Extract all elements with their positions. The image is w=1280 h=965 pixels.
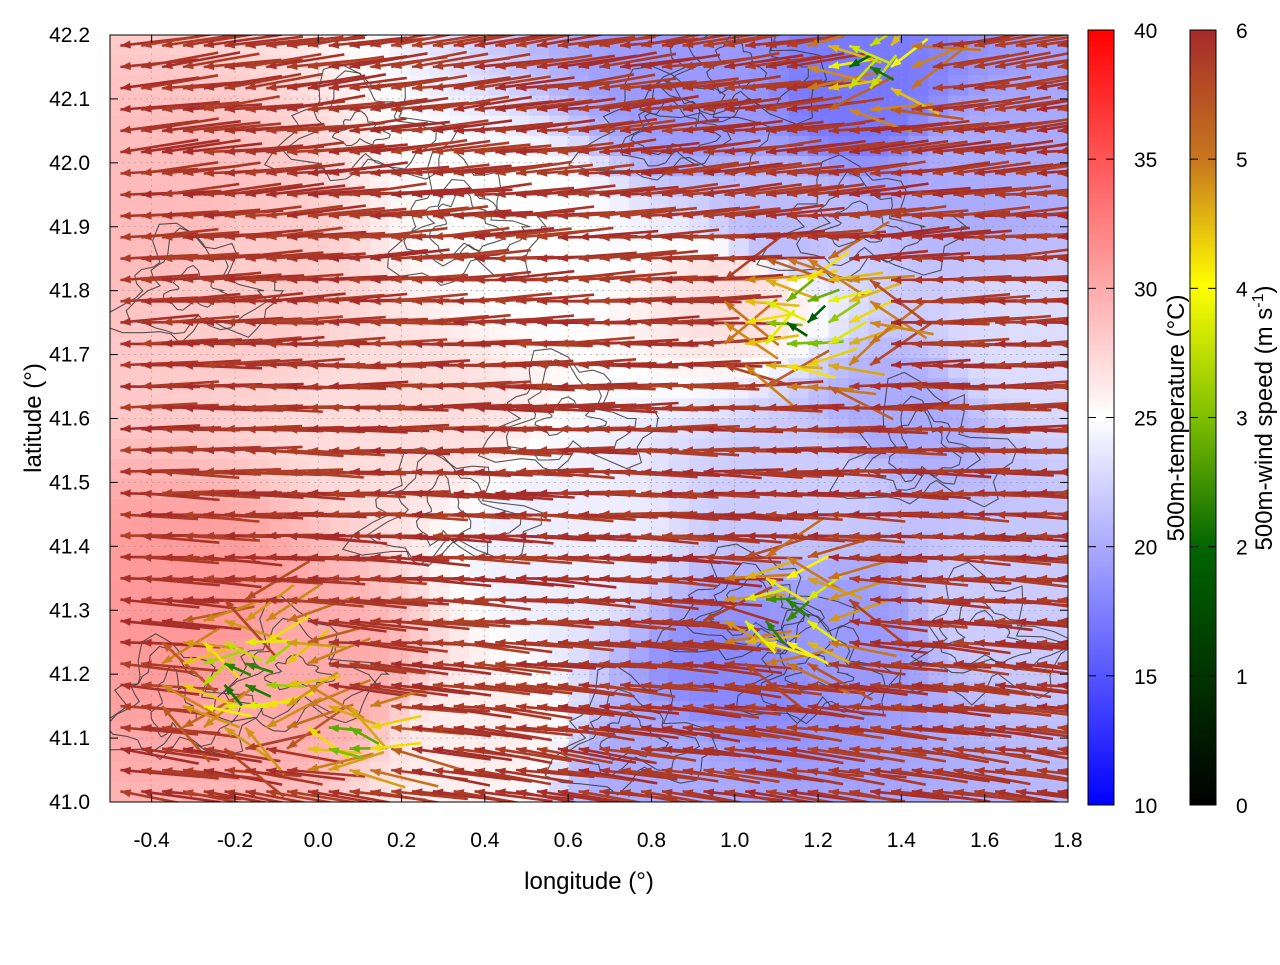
temperature-cell (130, 358, 151, 379)
temperature-cell (469, 378, 490, 399)
temperature-cell (509, 459, 530, 480)
temperature-cell (968, 237, 989, 258)
temperature-cell (449, 378, 470, 399)
temperature-cell (110, 721, 131, 742)
temperature-cell (130, 237, 151, 258)
temperature-cell (130, 116, 151, 137)
temperature-cell (589, 479, 610, 500)
temperature-cell (389, 358, 410, 379)
temperature-cell (350, 439, 371, 460)
temperature-cell (110, 237, 131, 258)
temperature-cell (509, 358, 530, 379)
temperature-cell (769, 237, 790, 258)
temperature-cell (629, 459, 650, 480)
temperature-cell (469, 459, 490, 480)
temperature-cell (150, 338, 171, 359)
temperature-cell (330, 136, 351, 157)
temperature-cell (509, 439, 530, 460)
temperature-cell (928, 338, 949, 359)
temperature-cell (789, 338, 810, 359)
temperature-cell (908, 338, 929, 359)
temperature-cell (968, 479, 989, 500)
temperature-cell (908, 600, 929, 621)
temperature-cell (130, 721, 151, 742)
wind-vector (662, 301, 742, 302)
temperature-cell (110, 338, 131, 359)
temperature-cell (290, 620, 311, 641)
temperature-cell (629, 358, 650, 379)
temperature-cell (150, 580, 171, 601)
temperature-cell (130, 338, 151, 359)
temperature-cell (210, 620, 231, 641)
temperature-cell (110, 116, 131, 137)
temperature-cell (509, 600, 530, 621)
temperature-cell (888, 600, 909, 621)
temperature-cell (988, 257, 1009, 278)
temperature-cell (649, 358, 670, 379)
wind-vector (745, 258, 825, 259)
temperature-cell (150, 358, 171, 379)
temperature-cell (988, 217, 1009, 238)
temperature-cell (569, 237, 590, 258)
temperature-cell (888, 358, 909, 379)
temperature-cell (609, 600, 630, 621)
temperature-cell (110, 358, 131, 379)
temperature-cell (908, 358, 929, 379)
temperature-cell (769, 600, 790, 621)
temperature-cell (469, 338, 490, 359)
temperature-cell (409, 358, 430, 379)
temperature-cell (609, 580, 630, 601)
temperature-cell (489, 358, 510, 379)
temperature-cell (968, 580, 989, 601)
temperature-cell (170, 378, 191, 399)
temperature-cell (489, 580, 510, 601)
temperature-cell (489, 116, 510, 137)
temperature-cell (649, 459, 670, 480)
temperature-cell (330, 721, 351, 742)
temperature-cell (310, 338, 331, 359)
temperature-cell (469, 358, 490, 379)
temperature-cell (988, 237, 1009, 258)
temperature-cell (449, 338, 470, 359)
temperature-cell (130, 701, 151, 722)
temperature-cell (609, 338, 630, 359)
